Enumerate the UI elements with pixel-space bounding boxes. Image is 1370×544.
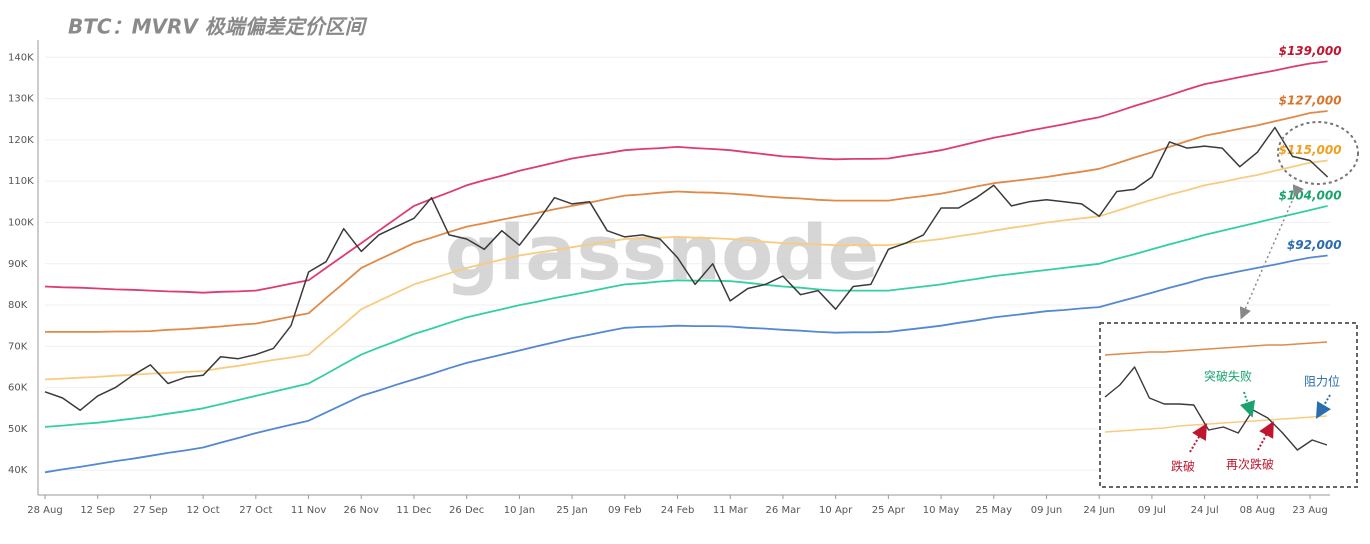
series-line [1104, 341, 1328, 356]
series-line [45, 110, 1328, 333]
x-tick-label: 12 Sep [80, 505, 115, 516]
x-tick-label: 09 Feb [608, 505, 642, 516]
x-tick-label: 10 May [923, 505, 960, 516]
annotation-arrow [1189, 423, 1208, 453]
y-tick-label: 120K [8, 135, 34, 146]
x-tick-label: 27 Sep [133, 505, 168, 516]
series-end-label: $92,000 [1287, 238, 1342, 252]
x-tick-label: 24 Jun [1083, 505, 1115, 516]
annotation-arrow [1239, 391, 1256, 418]
y-tick-label: 110K [8, 176, 34, 187]
series-end-label: $127,000 [1279, 93, 1342, 107]
series-line [1104, 366, 1328, 451]
x-tick-label: 25 Jan [556, 505, 587, 516]
annotation: 再次跌破 [1226, 457, 1274, 472]
x-tick-label: 25 May [975, 505, 1012, 516]
x-tick-label: 12 Oct [187, 505, 220, 516]
y-tick-label: 40K [8, 465, 28, 476]
x-tick-label: 08 Aug [1240, 505, 1275, 516]
watermark: glassnode [445, 208, 879, 297]
y-tick-label: 140K [8, 52, 34, 63]
x-tick-label: 25 Apr [872, 505, 906, 516]
highlight-ring [1277, 121, 1359, 185]
series-line [44, 205, 1328, 428]
x-tick-label: 27 Oct [239, 505, 272, 516]
series-line [44, 60, 1328, 294]
annotation-arrow [1257, 420, 1274, 451]
series-line [1104, 415, 1328, 433]
series-line [44, 126, 1329, 412]
series-end-label: $104,000 [1279, 188, 1342, 202]
x-tick-label: 11 Nov [291, 505, 327, 516]
y-tick-label: 90K [8, 259, 28, 270]
x-tick-label: 09 Jun [1031, 505, 1063, 516]
x-tick-label: 24 Feb [661, 505, 695, 516]
x-tick-label: 09 Jul [1138, 505, 1166, 516]
y-tick-label: 70K [8, 341, 28, 352]
annotation: 阻力位 [1304, 374, 1340, 389]
x-tick-label: 26 Dec [449, 505, 484, 516]
x-tick-label: 11 Dec [396, 505, 431, 516]
annotation-arrow [1315, 394, 1331, 419]
series-line [44, 254, 1328, 474]
series-end-label: $139,000 [1279, 44, 1342, 58]
x-tick-label: 23 Aug [1292, 505, 1327, 516]
y-tick-label: 130K [8, 94, 34, 105]
x-tick-label: 10 Apr [819, 505, 853, 516]
series-end-label: $115,000 [1279, 143, 1342, 157]
x-tick-label: 28 Aug [27, 505, 62, 516]
y-tick-label: 50K [8, 424, 28, 435]
y-tick-label: 100K [8, 217, 34, 228]
x-tick-label: 24 Jul [1191, 505, 1219, 516]
inset-frame [1099, 322, 1358, 488]
x-tick-label: 26 Nov [344, 505, 380, 516]
annotation: 跌破 [1171, 459, 1195, 474]
x-tick-label: 26 Mar [766, 505, 802, 516]
annotation: 突破失败 [1204, 369, 1252, 384]
y-tick-label: 80K [8, 300, 28, 311]
grid [45, 56, 1330, 471]
chart-title: BTC：MVRV 极端偏差定价区间 [68, 15, 368, 39]
x-tick-label: 10 Jan [504, 505, 535, 516]
y-tick-label: 60K [8, 383, 28, 394]
series-line [44, 159, 1328, 381]
x-tick-label: 11 Mar [713, 505, 749, 516]
pointer-arrow [1239, 184, 1304, 320]
